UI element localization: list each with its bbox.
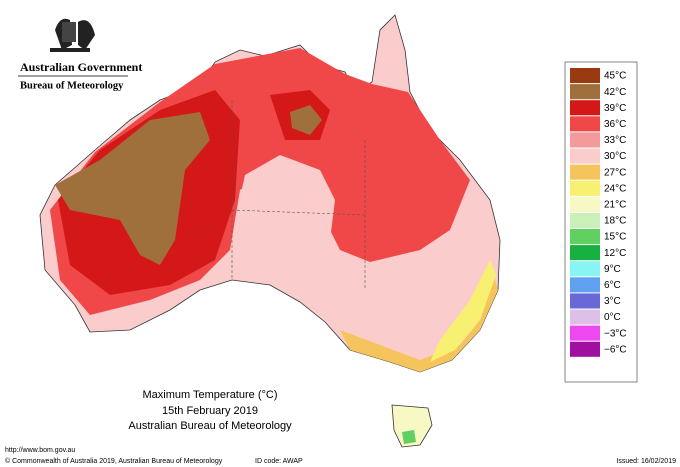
australia — [39, 14, 501, 373]
legend-label: 3°C — [604, 296, 621, 307]
title-line1: Maximum Temperature (°C) — [142, 389, 277, 401]
title-line3: Australian Bureau of Meteorology — [128, 420, 292, 432]
legend-label: 39°C — [604, 103, 626, 114]
legend-label: 15°C — [604, 232, 626, 243]
bureau-title: Bureau of Meteorology — [20, 80, 124, 91]
legend-label: 0°C — [604, 312, 621, 323]
legend-label: 45°C — [604, 71, 626, 82]
legend-swatch — [570, 132, 600, 148]
legend-label: 18°C — [604, 216, 626, 227]
legend-label: 42°C — [604, 87, 626, 98]
legend-swatch — [570, 309, 600, 325]
legend-swatch — [570, 68, 600, 84]
legend-swatch — [570, 325, 600, 341]
legend-swatch — [570, 100, 600, 116]
legend-swatch — [570, 164, 600, 180]
legend-swatch — [570, 245, 600, 261]
legend-swatch — [570, 341, 600, 357]
legend-label: 33°C — [604, 135, 626, 146]
legend-label: −3°C — [604, 328, 627, 339]
legend-label: 30°C — [604, 151, 626, 162]
legend-swatch — [570, 277, 600, 293]
legend-swatch — [570, 229, 600, 245]
title-line2: 15th February 2019 — [162, 405, 258, 417]
legend-label: 12°C — [604, 248, 626, 259]
legend-label: 27°C — [604, 167, 626, 178]
footer-copyright: © Commonwealth of Australia 2019, Austra… — [5, 457, 223, 465]
legend-swatch — [570, 148, 600, 164]
legend-label: 24°C — [604, 183, 626, 194]
tasmania — [391, 404, 433, 448]
footer-id: ID code: AWAP — [255, 458, 303, 465]
legend-swatch — [570, 84, 600, 100]
legend-label: −6°C — [604, 344, 627, 355]
legend-label: 36°C — [604, 119, 626, 130]
legend-swatch — [570, 180, 600, 196]
footer-url: http://www.bom.gov.au — [5, 447, 75, 454]
legend: 45°C 42°C 39°C 36°C 33°C 30°C 27°C 24°C 21°C 18°C… — [570, 68, 627, 357]
legend-swatch — [570, 261, 600, 277]
footer-issued: Issued: 16/02/2019 — [616, 458, 676, 465]
legend-swatch — [570, 212, 600, 228]
legend-swatch — [570, 196, 600, 212]
coat-of-arms — [50, 18, 95, 52]
legend-label: 21°C — [604, 199, 626, 210]
legend-swatch — [570, 293, 600, 309]
gov-title: Australian Government — [20, 60, 142, 74]
legend-label: 6°C — [604, 280, 621, 291]
legend-swatch — [570, 116, 600, 132]
legend-label: 9°C — [604, 264, 621, 275]
